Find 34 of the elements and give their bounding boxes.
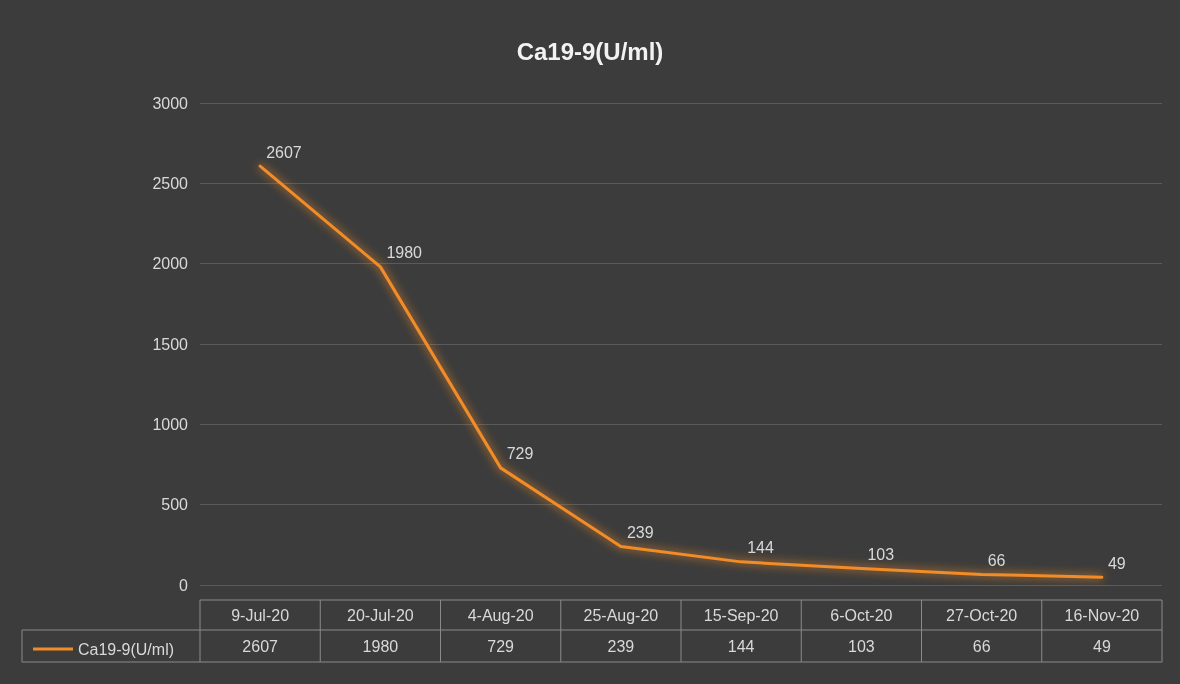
- x-tick-label: 15-Sep-20: [703, 606, 779, 624]
- data-label: 2607: [242, 637, 279, 655]
- data-label: 144: [727, 637, 755, 655]
- data-label: 729: [487, 637, 515, 655]
- annotation: 1980: [386, 244, 423, 262]
- data-label: 49: [1092, 637, 1111, 655]
- x-tick-label: 16-Nov-20: [1064, 606, 1140, 624]
- annotation: 144: [747, 539, 774, 557]
- annotation: 103: [867, 545, 895, 563]
- y-tick-label: 1500: [152, 335, 189, 353]
- x-tick-label: 6-Oct-20: [830, 606, 893, 624]
- data-label: 1980: [362, 637, 399, 655]
- y-tick-label: 0: [179, 576, 189, 594]
- annotation: 729: [506, 445, 534, 463]
- x-tick-label: 9-Jul-20: [231, 606, 290, 624]
- data-label: 239: [607, 637, 635, 655]
- line-series: [258, 164, 1104, 579]
- y-tick-label: 1000: [152, 415, 189, 433]
- chart-title: Ca19-9(U/ml): [516, 37, 664, 65]
- annotation: 49: [1107, 554, 1126, 572]
- y-tick-label: 3000: [152, 94, 189, 112]
- y-tick-label: 2000: [152, 255, 189, 273]
- y-tick-label: 500: [161, 496, 189, 514]
- data-label: 66: [972, 637, 991, 655]
- annotation: 66: [987, 551, 1006, 569]
- x-tick-label: 25-Aug-20: [583, 606, 659, 624]
- annotation: 239: [626, 524, 654, 542]
- y-tick-label: 2500: [152, 174, 189, 192]
- legend-label: Ca19-9(U/ml): [78, 640, 175, 658]
- x-tick-label: 4-Aug-20: [467, 606, 534, 624]
- data-label: 103: [848, 637, 875, 655]
- x-tick-label: 20-Jul-20: [347, 606, 414, 624]
- annotation: 2607: [266, 143, 302, 161]
- x-tick-label: 27-Oct-20: [946, 606, 1018, 624]
